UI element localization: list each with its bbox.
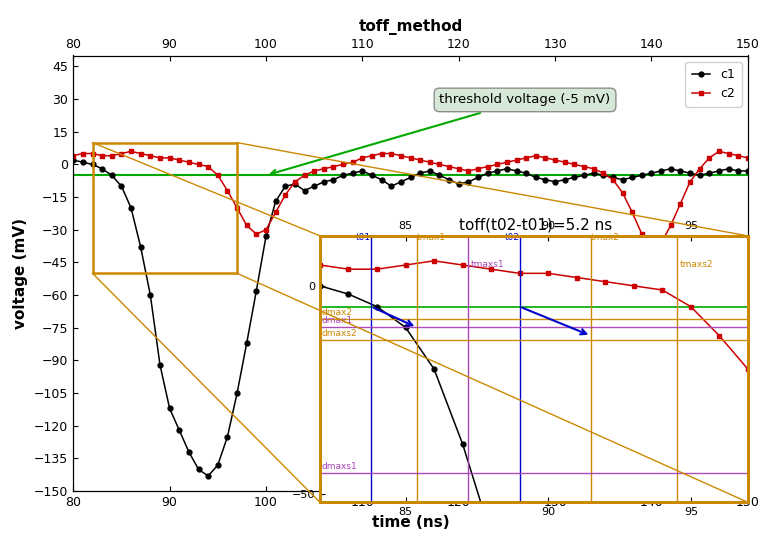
Text: t02: t02 — [505, 233, 520, 242]
c1 — [88, 161, 97, 168]
Y-axis label: voltage (mV): voltage (mV) — [13, 218, 29, 329]
c1 — [69, 157, 78, 163]
Text: t01: t01 — [356, 233, 372, 242]
c1 — [406, 174, 415, 181]
c1 — [589, 170, 598, 176]
c2 — [647, 244, 656, 250]
Text: dmaxs1: dmaxs1 — [322, 462, 357, 471]
Text: tmax2: tmax2 — [591, 233, 620, 242]
Bar — [93, 143, 237, 273]
c1 — [483, 170, 492, 176]
c2 — [483, 163, 492, 170]
c2 — [695, 165, 705, 172]
X-axis label: time (ns): time (ns) — [372, 514, 449, 529]
c2 — [126, 148, 136, 155]
Text: toff(t02-t01)=5.2 ns: toff(t02-t01)=5.2 ns — [459, 218, 612, 233]
c1 — [271, 198, 280, 205]
c1 — [743, 168, 752, 174]
Line: c2: c2 — [71, 149, 750, 250]
c1 — [204, 473, 213, 480]
c2 — [69, 153, 78, 159]
c2 — [743, 154, 752, 161]
Text: tmaxs1: tmaxs1 — [471, 260, 505, 269]
Line: c1: c1 — [71, 158, 750, 478]
Text: tmax1: tmax1 — [417, 233, 446, 242]
X-axis label: toff_method: toff_method — [359, 19, 463, 35]
Text: dmax2: dmax2 — [322, 308, 352, 317]
Text: dmaxs2: dmaxs2 — [322, 329, 357, 338]
c1 — [714, 168, 723, 174]
Text: threshold voltage (-5 mV): threshold voltage (-5 mV) — [271, 93, 611, 175]
c2 — [724, 150, 733, 157]
Legend: c1, c2: c1, c2 — [685, 62, 742, 107]
c2 — [406, 154, 415, 161]
Text: dmax1: dmax1 — [322, 316, 352, 325]
c2 — [88, 150, 97, 157]
Text: tmaxs2: tmaxs2 — [679, 260, 713, 269]
c2 — [174, 157, 183, 163]
